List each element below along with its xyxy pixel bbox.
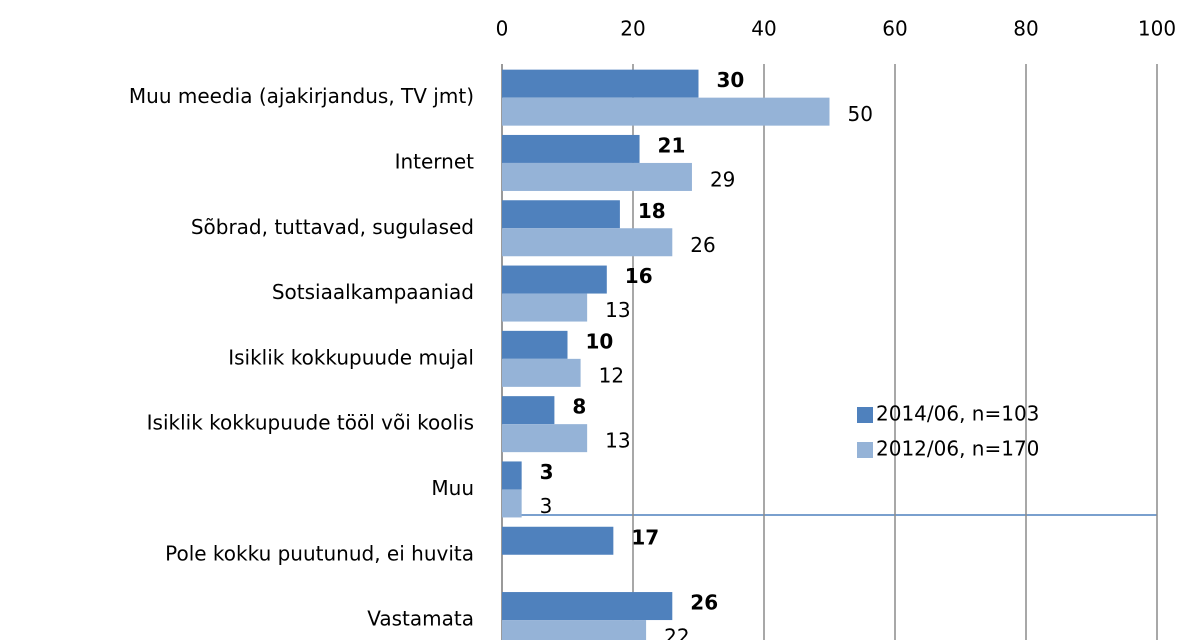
x-tick-label: 20 [620,17,645,41]
legend-label: 2012/06, n=170 [876,437,1039,461]
y-tick-label: Sotsiaalkampaaniad [272,280,474,304]
data-label: 8 [572,395,586,419]
x-tick-label: 40 [751,17,776,41]
y-tick-label: Sõbrad, tuttavad, sugulased [191,215,474,239]
data-label: 18 [638,199,666,223]
x-tick-label: 80 [1013,17,1038,41]
data-label: 16 [625,264,653,288]
data-label: 12 [599,363,624,387]
y-tick-label: Isiklik kokkupuude mujal [228,345,474,369]
bar [502,592,673,621]
data-label: 22 [664,625,689,640]
x-tick-label: 100 [1138,17,1176,41]
legend-swatch [857,442,873,458]
bar [502,396,555,425]
bar [502,358,581,387]
legend-swatch [857,407,873,423]
y-tick-label: Vastamata [367,607,474,631]
data-label: 17 [631,525,659,549]
bar [502,265,607,294]
bar [502,69,699,98]
data-label: 3 [540,494,553,518]
bar [502,526,614,555]
data-label: 10 [586,329,614,353]
data-label: 3 [540,460,554,484]
y-tick-label: Muu meedia (ajakirjandus, TV jmt) [129,84,474,108]
data-label: 13 [605,429,630,453]
data-label: 26 [690,591,718,615]
bar [502,200,620,229]
data-label: 21 [658,133,686,157]
bar [502,461,522,490]
bar [502,620,647,640]
data-label: 30 [717,68,745,92]
bar [502,162,692,191]
bar [502,489,522,518]
bar [502,330,568,359]
bar [502,228,673,257]
data-label: 13 [605,298,630,322]
data-label: 29 [710,167,735,191]
bar [502,134,640,163]
y-tick-label: Pole kokku puutunud, ei huvita [165,541,474,565]
x-tick-label: 0 [496,17,509,41]
data-label: 26 [690,233,715,257]
bar [502,424,588,453]
y-tick-label: Muu [431,476,474,500]
y-tick-label: Internet [395,149,475,173]
legend-label: 2014/06, n=103 [876,402,1039,426]
data-label: 50 [848,102,873,126]
y-tick-label: Isiklik kokkupuude tööl või koolis [147,411,474,435]
x-tick-label: 60 [882,17,907,41]
bar [502,97,830,126]
bar [502,293,588,322]
